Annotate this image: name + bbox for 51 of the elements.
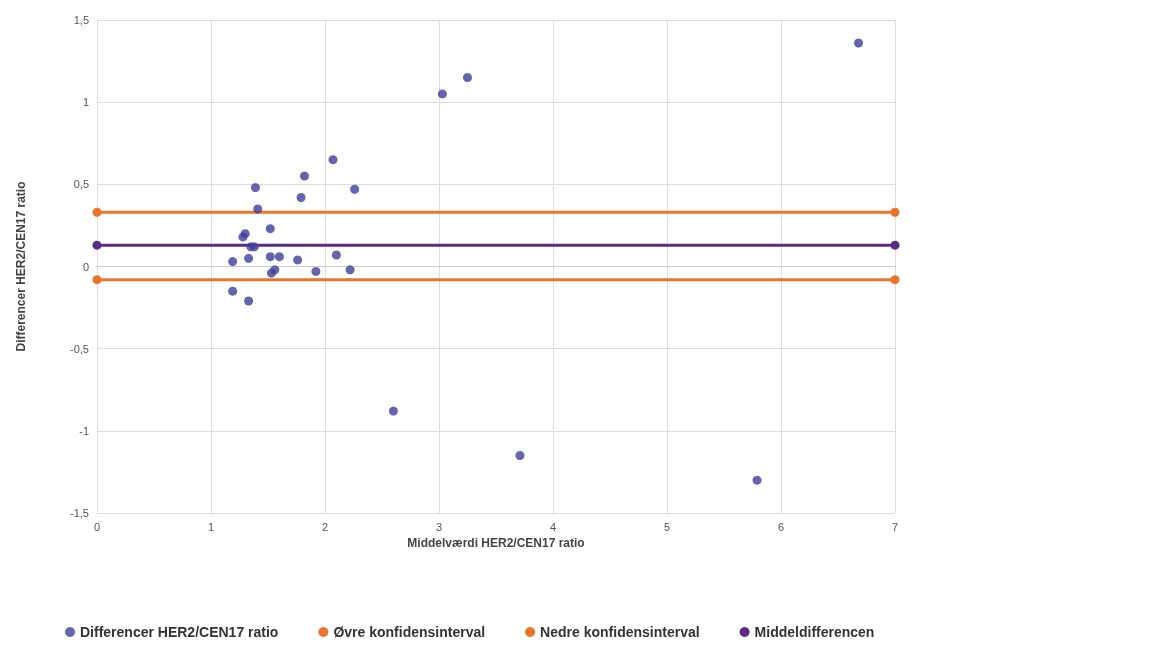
x-tick-label: 3 [435, 520, 443, 533]
point [515, 450, 525, 460]
point [890, 275, 900, 285]
point [244, 253, 254, 263]
legend-label: Differencer HER2/CEN17 ratio [80, 624, 279, 640]
point [253, 204, 263, 214]
y-tick-label: 1,5 [73, 14, 89, 26]
point [437, 89, 447, 99]
point [350, 184, 360, 194]
point [274, 252, 284, 262]
point [328, 155, 338, 165]
point [92, 207, 102, 217]
point [311, 266, 321, 276]
x-tick-label: 4 [549, 520, 557, 533]
y-axis-title: Differencer HER2/CEN17 ratio [14, 181, 28, 352]
point [244, 296, 254, 306]
y-tick-label: -1,5 [70, 507, 89, 519]
legend-label: Nedre konfidensinterval [540, 624, 700, 640]
y-tick-label: -1 [79, 424, 89, 437]
point [854, 38, 864, 48]
x-tick-label: 0 [93, 520, 101, 533]
point [345, 265, 355, 275]
y-tick-label: 0 [82, 260, 89, 273]
point [228, 257, 238, 267]
point [92, 240, 102, 250]
y-tick-label: -0,5 [70, 342, 89, 355]
legend-label: Middeldifferencen [754, 624, 875, 640]
x-tick-label: 2 [321, 520, 329, 533]
point [752, 475, 762, 485]
point [388, 406, 398, 416]
point [265, 224, 275, 234]
x-tick-label: 1 [207, 520, 215, 533]
point [250, 183, 260, 193]
point [299, 171, 309, 181]
x-tick-label: 6 [777, 520, 785, 533]
point [265, 252, 275, 262]
point [92, 275, 102, 285]
point [296, 192, 306, 202]
y-tick-label: 1 [82, 96, 89, 109]
x-axis-title: Middelværdi HER2/CEN17 ratio [407, 536, 585, 550]
y-tick-label: 0,5 [73, 178, 89, 191]
legend-label: Øvre konfidensinterval [333, 624, 486, 640]
x-tick-label: 5 [663, 520, 671, 533]
point [890, 207, 900, 217]
point [293, 255, 303, 265]
point [890, 240, 900, 250]
point [331, 250, 341, 260]
point [228, 286, 238, 296]
point [270, 265, 280, 275]
point [463, 73, 472, 83]
x-tick-label: 7 [891, 520, 899, 533]
